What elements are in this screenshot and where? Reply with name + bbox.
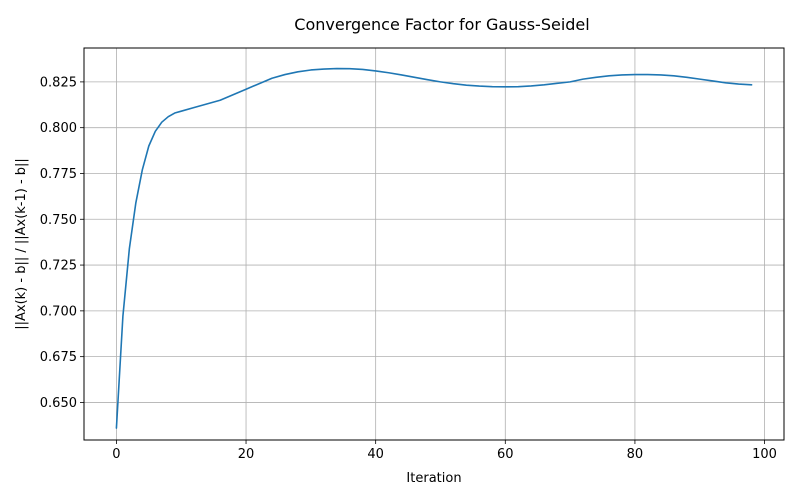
y-tick-label: 0.700	[40, 304, 77, 319]
y-tick-label: 0.650	[40, 396, 77, 411]
plot-layer	[115, 67, 753, 429]
y-axis-label: ||Ax(k) - b|| / ||Ax(k-1) - b||	[14, 158, 29, 330]
chart-title: Convergence Factor for Gauss-Seidel	[294, 15, 589, 34]
grid-layer	[84, 48, 784, 440]
y-tick-label: 0.775	[40, 167, 77, 182]
y-tick-label: 0.750	[40, 213, 77, 228]
x-tick-label: 60	[497, 447, 514, 462]
x-tick-label: 20	[238, 447, 255, 462]
plot-area-frame	[83, 47, 785, 441]
y-tick-label: 0.675	[40, 350, 77, 365]
y-tick-label: 0.800	[40, 121, 77, 136]
x-tick-label: 40	[367, 447, 384, 462]
series-line	[115, 67, 753, 429]
ticks-layer: 0 20 40 60 80 100 0.650 0.675 0.700 0.725 0.750 0.7…	[40, 75, 777, 462]
y-tick-label: 0.825	[40, 75, 77, 90]
x-tick-label: 100	[752, 447, 777, 462]
x-tick-label: 0	[112, 447, 120, 462]
y-tick-label: 0.725	[40, 259, 77, 274]
x-tick-label: 80	[627, 447, 644, 462]
x-axis-label: Iteration	[406, 471, 461, 486]
